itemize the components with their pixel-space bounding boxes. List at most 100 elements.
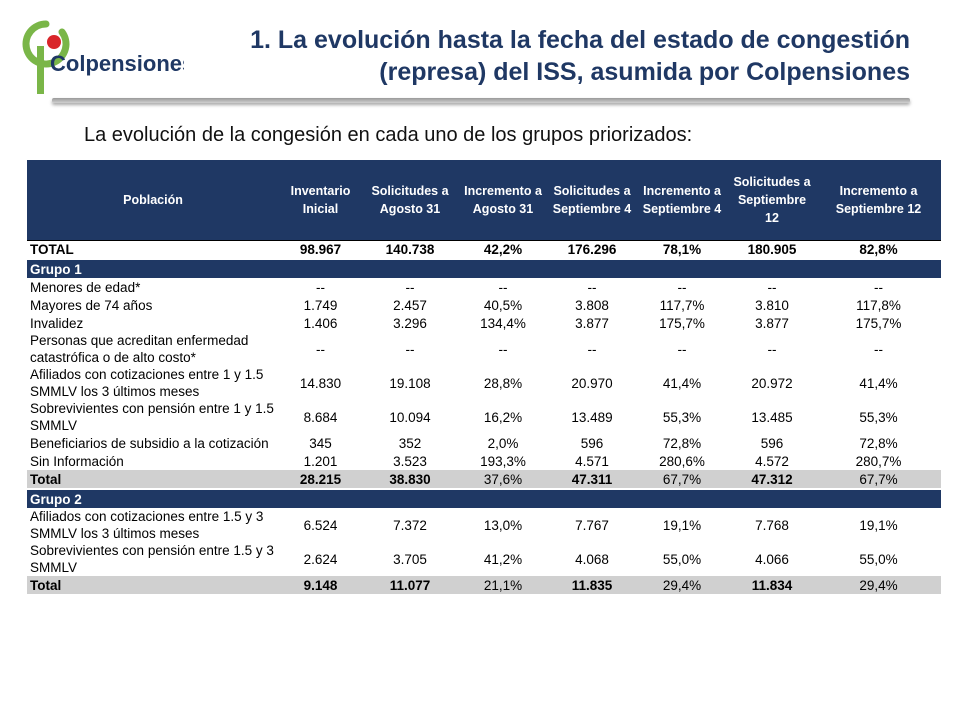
table-row: Afiliados con cotizaciones entre 1 y 1.5… (27, 366, 941, 400)
table-cell: Afiliados con cotizaciones entre 1 y 1.5… (30, 367, 264, 399)
table-row: Afiliados con cotizaciones entre 1.5 y 3… (27, 508, 941, 542)
table-cell: 11.834 (728, 576, 816, 594)
header-incremento-septiembre-4: Incremento a Septiembre 4 (636, 160, 728, 241)
table-cell: 193,3% (480, 453, 526, 469)
table-cell: Sin Información (30, 453, 124, 469)
table-cell: 14.830 (299, 375, 342, 391)
table-cell: 4.571 (575, 453, 609, 469)
table-cell: Mayores de 74 años (30, 297, 153, 313)
table-cell: 7.767 (575, 517, 609, 533)
table-cell: Sobrevivientes con pensión entre 1.5 y 3… (30, 543, 274, 575)
header-poblacion: Población (27, 160, 279, 241)
table-cell: 28.215 (279, 470, 362, 489)
table-cell: 42,2% (458, 240, 548, 260)
table-cell: Beneficiarios de subsidio a la cotizació… (30, 435, 269, 451)
table-cell: Total (27, 470, 279, 489)
table-cell: 67,7% (636, 470, 728, 489)
table-cell: 2.624 (303, 551, 338, 567)
table-cell: 55,0% (662, 551, 702, 567)
table-cell: 280,6% (659, 453, 705, 469)
table-cell: -- (874, 279, 883, 295)
table-cell: 596 (580, 435, 604, 451)
table-cell: 47.312 (728, 470, 816, 489)
table-cell: 3.523 (393, 453, 427, 469)
svg-text:Colpensiones: Colpensiones (50, 51, 184, 76)
group-header-row: Grupo 1 (27, 258, 941, 278)
table-cell: 3.810 (755, 297, 789, 313)
table-cell: 78,1% (636, 240, 728, 260)
table-cell: 345 (309, 435, 332, 451)
table-cell: 352 (398, 435, 422, 451)
table-cell: -- (587, 279, 597, 295)
table-cell: Total (27, 576, 279, 594)
table-row: Mayores de 74 años 1.749 2.457 40,5% 3.8… (27, 296, 941, 314)
table-cell: 6.524 (303, 517, 338, 533)
table-cell: 3.877 (575, 315, 609, 331)
table-cell: 117,8% (856, 297, 901, 313)
table-cell: 82,8% (816, 240, 941, 260)
table-cell: 41,4% (662, 375, 702, 391)
table-cell: 7.372 (393, 517, 427, 533)
table-cell: 2,0% (487, 435, 519, 451)
header-solicitudes-septiembre-4: Solicitudes a Septiembre 4 (548, 160, 636, 241)
table-cell: 3.705 (393, 551, 427, 567)
header-inventario-inicial: Inventario Inicial (279, 160, 362, 241)
table-row: Beneficiarios de subsidio a la cotizació… (27, 434, 941, 452)
title-divider (52, 98, 910, 103)
table-cell: 2.457 (393, 297, 427, 313)
table-cell: 21,1% (458, 576, 548, 594)
table-cell: Afiliados con cotizaciones entre 1.5 y 3… (30, 509, 264, 541)
table-cell: 180.905 (728, 240, 816, 260)
table-cell: 11.077 (362, 576, 458, 594)
table-cell: 175,7% (855, 315, 902, 331)
table-cell: -- (677, 341, 687, 357)
group-total-row: Total 28.215 38.830 37,6% 47.311 67,7% 4… (27, 470, 941, 489)
table-cell: 176.296 (548, 240, 636, 260)
header-incremento-septiembre-12: Incremento a Septiembre 12 (816, 160, 941, 241)
table-row: Sobrevivientes con pensión entre 1.5 y 3… (27, 542, 941, 576)
group-label: Grupo 1 (27, 258, 941, 278)
table-cell: 7.768 (755, 517, 789, 533)
table-cell: Personas que acreditan enfermedad catast… (30, 333, 249, 365)
table-cell: 98.967 (279, 240, 362, 260)
table-cell: 3.808 (575, 297, 609, 313)
header-incremento-agosto-31: Incremento a Agosto 31 (458, 160, 548, 241)
header-solicitudes-agosto-31: Solicitudes a Agosto 31 (362, 160, 458, 241)
table-cell: -- (405, 341, 415, 357)
table-cell: 19,1% (859, 517, 898, 533)
table-cell: 20.970 (571, 375, 613, 391)
table-cell: 20.972 (751, 375, 793, 391)
table-cell: 37,6% (458, 470, 548, 489)
total-row: TOTAL 98.967 140.738 42,2% 176.296 78,1%… (27, 240, 941, 260)
table-cell: 72,8% (662, 435, 702, 451)
table-cell: 1.406 (303, 315, 338, 331)
table-cell: -- (405, 279, 415, 295)
table-row: Personas que acreditan enfermedad catast… (27, 332, 941, 366)
table-cell: -- (316, 279, 325, 295)
table-cell: 55,3% (662, 409, 702, 425)
table-cell: 38.830 (362, 470, 458, 489)
table-cell: 9.148 (279, 576, 362, 594)
table-header-row: Población Inventario Inicial Solicitudes… (27, 160, 941, 241)
table-cell: 1.749 (303, 297, 338, 313)
table-cell: Menores de edad* (30, 279, 141, 295)
table-cell: 29,4% (816, 576, 941, 594)
table-cell: 134,4% (480, 315, 526, 331)
table-cell: 13,0% (483, 517, 523, 533)
table-row: Sobrevivientes con pensión entre 1 y 1.5… (27, 400, 941, 434)
table-cell: 4.572 (755, 453, 789, 469)
table-cell: 11.835 (548, 576, 636, 594)
table-cell: 13.489 (571, 409, 613, 425)
logo-icon: Colpensiones (22, 20, 194, 94)
colpensiones-logo: Colpensiones (14, 4, 194, 104)
table-cell: 13.485 (751, 409, 793, 425)
page-subtitle: La evolución de la congesión en cada uno… (84, 124, 693, 146)
table-cell: 55,0% (859, 551, 898, 567)
table-cell: 280,7% (855, 453, 902, 469)
table-cell: 10.094 (389, 409, 431, 425)
group-total-row: Total 9.148 11.077 21,1% 11.835 29,4% 11… (27, 576, 941, 594)
table-cell: 117,7% (659, 297, 705, 313)
table-cell: 67,7% (816, 470, 941, 489)
table-cell: 140.738 (362, 240, 458, 260)
table-cell: -- (874, 341, 883, 357)
